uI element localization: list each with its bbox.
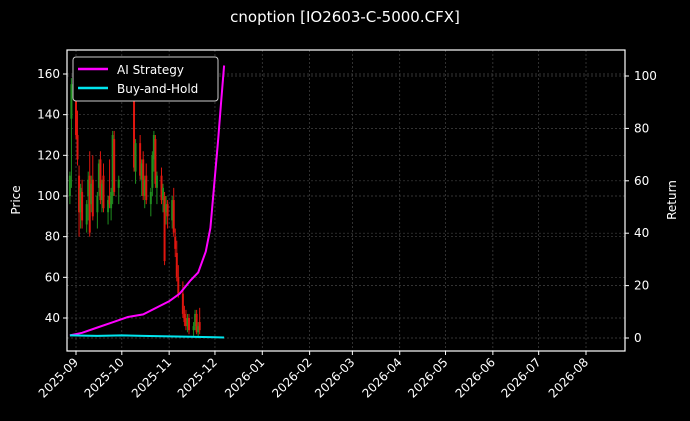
svg-text:2026-06: 2026-06 <box>453 355 498 400</box>
series-buy-and-hold <box>69 334 225 339</box>
svg-text:2025-12: 2025-12 <box>175 355 220 400</box>
svg-text:2026-07: 2026-07 <box>498 355 543 400</box>
svg-text:2026-04: 2026-04 <box>359 355 404 400</box>
svg-text:2025-11: 2025-11 <box>129 355 174 400</box>
y-axis-label: Price <box>9 185 23 214</box>
svg-text:40: 40 <box>45 311 60 325</box>
axes-frame <box>66 49 626 352</box>
svg-text:60: 60 <box>45 270 60 284</box>
svg-text:2025-09: 2025-09 <box>36 355 81 400</box>
svg-text:2026-03: 2026-03 <box>312 355 357 400</box>
svg-text:60: 60 <box>634 174 649 188</box>
candlesticks <box>68 78 201 339</box>
legend: AI Strategy Buy-and-Hold <box>72 56 219 102</box>
chart-title: cnoption [IO2603-C-5000.CFX] <box>230 8 460 26</box>
svg-text:0: 0 <box>634 331 642 345</box>
svg-text:20: 20 <box>634 279 649 293</box>
svg-text:40: 40 <box>634 226 649 240</box>
y2-axis-label: Return <box>665 180 679 220</box>
x-axis: 2025-09 2025-10 2025-11 2025-12 2026-01 2026-… <box>36 351 591 401</box>
svg-text:100: 100 <box>634 69 657 83</box>
svg-text:2026-08: 2026-08 <box>546 355 591 400</box>
svg-text:160: 160 <box>37 67 60 81</box>
svg-text:140: 140 <box>37 108 60 122</box>
legend-item: AI Strategy <box>117 63 184 77</box>
y-axis-left: 40 60 80 100 120 140 160 <box>37 67 67 325</box>
svg-text:80: 80 <box>634 121 649 135</box>
svg-text:120: 120 <box>37 148 60 162</box>
svg-text:2026-02: 2026-02 <box>269 355 314 400</box>
svg-text:100: 100 <box>37 189 60 203</box>
series-ai-strategy <box>69 65 226 337</box>
svg-text:80: 80 <box>45 230 60 244</box>
svg-text:2026-01: 2026-01 <box>222 355 267 400</box>
legend-item: Buy-and-Hold <box>117 82 198 96</box>
svg-text:2026-05: 2026-05 <box>405 355 450 400</box>
svg-text:2025-10: 2025-10 <box>82 355 127 400</box>
y-axis-right: 0 20 40 60 80 100 <box>625 69 657 345</box>
